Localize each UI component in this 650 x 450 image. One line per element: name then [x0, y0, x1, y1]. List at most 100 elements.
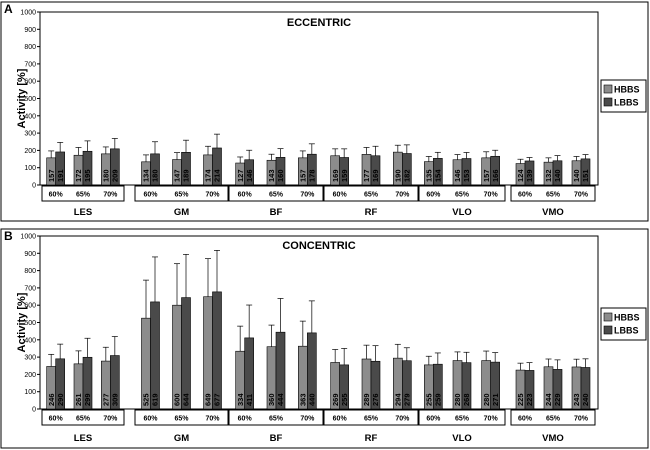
speed-label: 70%: [205, 416, 220, 423]
muscle-group-gm: 134 180 147 189 174 214 60% 65% 70% GM: [134, 133, 229, 218]
data-label: 444: [276, 393, 285, 406]
y-tick-label: 1000: [20, 10, 36, 17]
data-label: 189: [182, 169, 191, 182]
speed-label: 65%: [76, 192, 91, 199]
y-tick-label: 1000: [20, 234, 36, 241]
data-label: 159: [340, 169, 349, 182]
speed-label-box: [510, 409, 596, 426]
data-label: 157: [299, 169, 308, 182]
speed-label: 60%: [333, 192, 348, 199]
speed-label: 60%: [49, 416, 64, 423]
speed-label: 60%: [238, 192, 253, 199]
speed-label-box: [510, 185, 596, 202]
speed-label: 60%: [518, 416, 533, 423]
legend-label-lbbs: LBBS: [614, 98, 639, 108]
speed-label: 65%: [76, 416, 91, 423]
data-label: 191: [56, 169, 65, 182]
data-label: 172: [74, 169, 83, 182]
y-tick-label: 900: [24, 251, 36, 258]
data-label: 190: [394, 169, 403, 182]
data-label: 255: [425, 393, 434, 406]
chart-panel-b: B CONCENTRIC Activity [%] 0 100 200 300 400 500 6…: [0, 228, 649, 449]
y-tick-label: 900: [24, 27, 36, 34]
speed-label: 70%: [300, 416, 315, 423]
data-label: 154: [434, 169, 443, 182]
y-tick-label: 200: [24, 148, 36, 155]
y-tick-label: 200: [24, 372, 36, 379]
bar-hbbs: [203, 296, 213, 410]
data-label: 225: [516, 393, 525, 406]
data-label: 146: [453, 169, 462, 182]
data-label: 363: [299, 393, 308, 406]
legend-label-hbbs: HBBS: [614, 313, 640, 323]
muscle-group-les: 157 191 172 195 180 209 60% 65% 70% LES: [41, 138, 125, 218]
data-label: 246: [47, 393, 56, 406]
legend-swatch-hbbs: [603, 84, 613, 94]
speed-label: 60%: [426, 192, 441, 199]
chart-title: CONCENTRIC: [282, 240, 355, 252]
panel-frame: [0, 1, 649, 222]
panel-frame: [0, 228, 649, 449]
speed-label-box: [323, 185, 419, 202]
muscle-group-gm: 525 619 600 644 649 677 60% 65% 70% GM: [134, 250, 229, 444]
data-label: 294: [394, 393, 403, 406]
data-label: 299: [83, 393, 92, 406]
plot-area: [39, 235, 599, 410]
speed-label: 65%: [269, 192, 284, 199]
data-label: 525: [142, 393, 151, 406]
data-label: 151: [581, 169, 590, 182]
y-tick-label: 400: [24, 337, 36, 344]
panel-letter: B: [4, 229, 13, 243]
data-label: 180: [102, 169, 111, 182]
data-label: 174: [204, 169, 213, 182]
data-label: 166: [491, 169, 500, 182]
data-label: 440: [308, 393, 317, 406]
y-tick-label: 500: [24, 320, 36, 327]
y-tick-label: 400: [24, 113, 36, 120]
data-label: 619: [151, 393, 160, 406]
muscle-group-vmo: 225 223 244 229 243 240 60% 65% 70% VMO: [510, 358, 596, 444]
speed-label: 65%: [174, 416, 189, 423]
data-label: 169: [331, 169, 340, 182]
data-label: 289: [362, 393, 371, 406]
bar-lbbs: [150, 301, 160, 410]
speed-label: 60%: [238, 416, 253, 423]
data-label: 139: [525, 169, 534, 182]
speed-label-box: [228, 409, 324, 426]
muscle-group-bf: 127 146 143 160 157 178 60% 65% 70% BF: [228, 143, 324, 218]
muscle-label: VMO: [542, 207, 564, 218]
bar-lbbs: [181, 297, 191, 410]
y-tick-label: 800: [24, 268, 36, 275]
speed-label: 65%: [546, 416, 561, 423]
speed-label: 70%: [103, 416, 118, 423]
speed-label: 70%: [395, 416, 410, 423]
data-label: 243: [572, 393, 581, 406]
speed-label: 60%: [333, 416, 348, 423]
y-tick-label: 700: [24, 285, 36, 292]
data-label: 169: [371, 169, 380, 182]
y-tick-label: 100: [24, 165, 36, 172]
data-label: 644: [182, 393, 191, 406]
speed-label: 70%: [205, 192, 220, 199]
speed-label: 65%: [269, 416, 284, 423]
chart-title: ECCENTRIC: [287, 17, 351, 29]
y-axis-label: Activity [%]: [16, 68, 28, 128]
speed-label: 65%: [455, 192, 470, 199]
y-tick-label: 100: [24, 389, 36, 396]
data-label: 276: [371, 393, 380, 406]
y-tick-label: 600: [24, 79, 36, 86]
data-label: 223: [525, 393, 534, 406]
muscle-label: GM: [174, 207, 189, 218]
data-label: 268: [462, 393, 471, 406]
data-label: 261: [74, 393, 83, 406]
data-label: 182: [403, 169, 412, 182]
muscle-label: VLO: [452, 433, 472, 444]
speed-label: 60%: [426, 416, 441, 423]
speed-label: 65%: [455, 416, 470, 423]
speed-label-box: [418, 409, 506, 426]
speed-label: 70%: [484, 192, 499, 199]
legend-swatch-hbbs: [603, 312, 613, 322]
